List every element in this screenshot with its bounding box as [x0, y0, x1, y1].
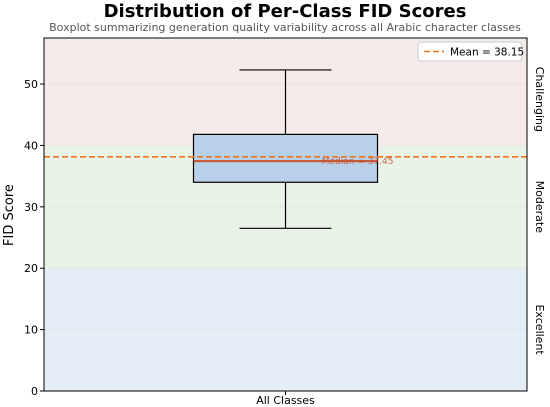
median-label: Median = 37.45: [322, 157, 394, 167]
y-tick-label: 40: [24, 139, 38, 152]
y-tick-label: 30: [24, 201, 38, 214]
y-axis-label: FID Score: [2, 184, 17, 246]
x-tick-label: All Classes: [256, 394, 315, 407]
y-tick-label: 20: [24, 262, 38, 275]
chart-title: Distribution of Per-Class FID Scores: [104, 1, 467, 22]
boxplot: Median = 37.45: [192, 69, 394, 229]
chart-subtitle: Boxplot summarizing generation quality v…: [49, 21, 521, 34]
y-tick-label: 10: [24, 324, 38, 337]
zone-labels: Excellent Moderate Challenging: [533, 67, 546, 356]
axes: 0 10 20 30 40 50 All Classes: [24, 78, 315, 407]
legend-mean-label: Mean = 38.15: [450, 47, 524, 59]
iqr-box: [192, 133, 379, 183]
zone-label-challenging: Challenging: [533, 67, 546, 132]
y-tick-label: 0: [31, 385, 38, 398]
zone-label-moderate: Moderate: [533, 181, 546, 234]
zone-label-excellent: Excellent: [533, 304, 546, 355]
legend-box: [417, 41, 523, 62]
legend: Mean = 38.15: [417, 41, 524, 62]
y-tick-label: 50: [24, 78, 38, 91]
